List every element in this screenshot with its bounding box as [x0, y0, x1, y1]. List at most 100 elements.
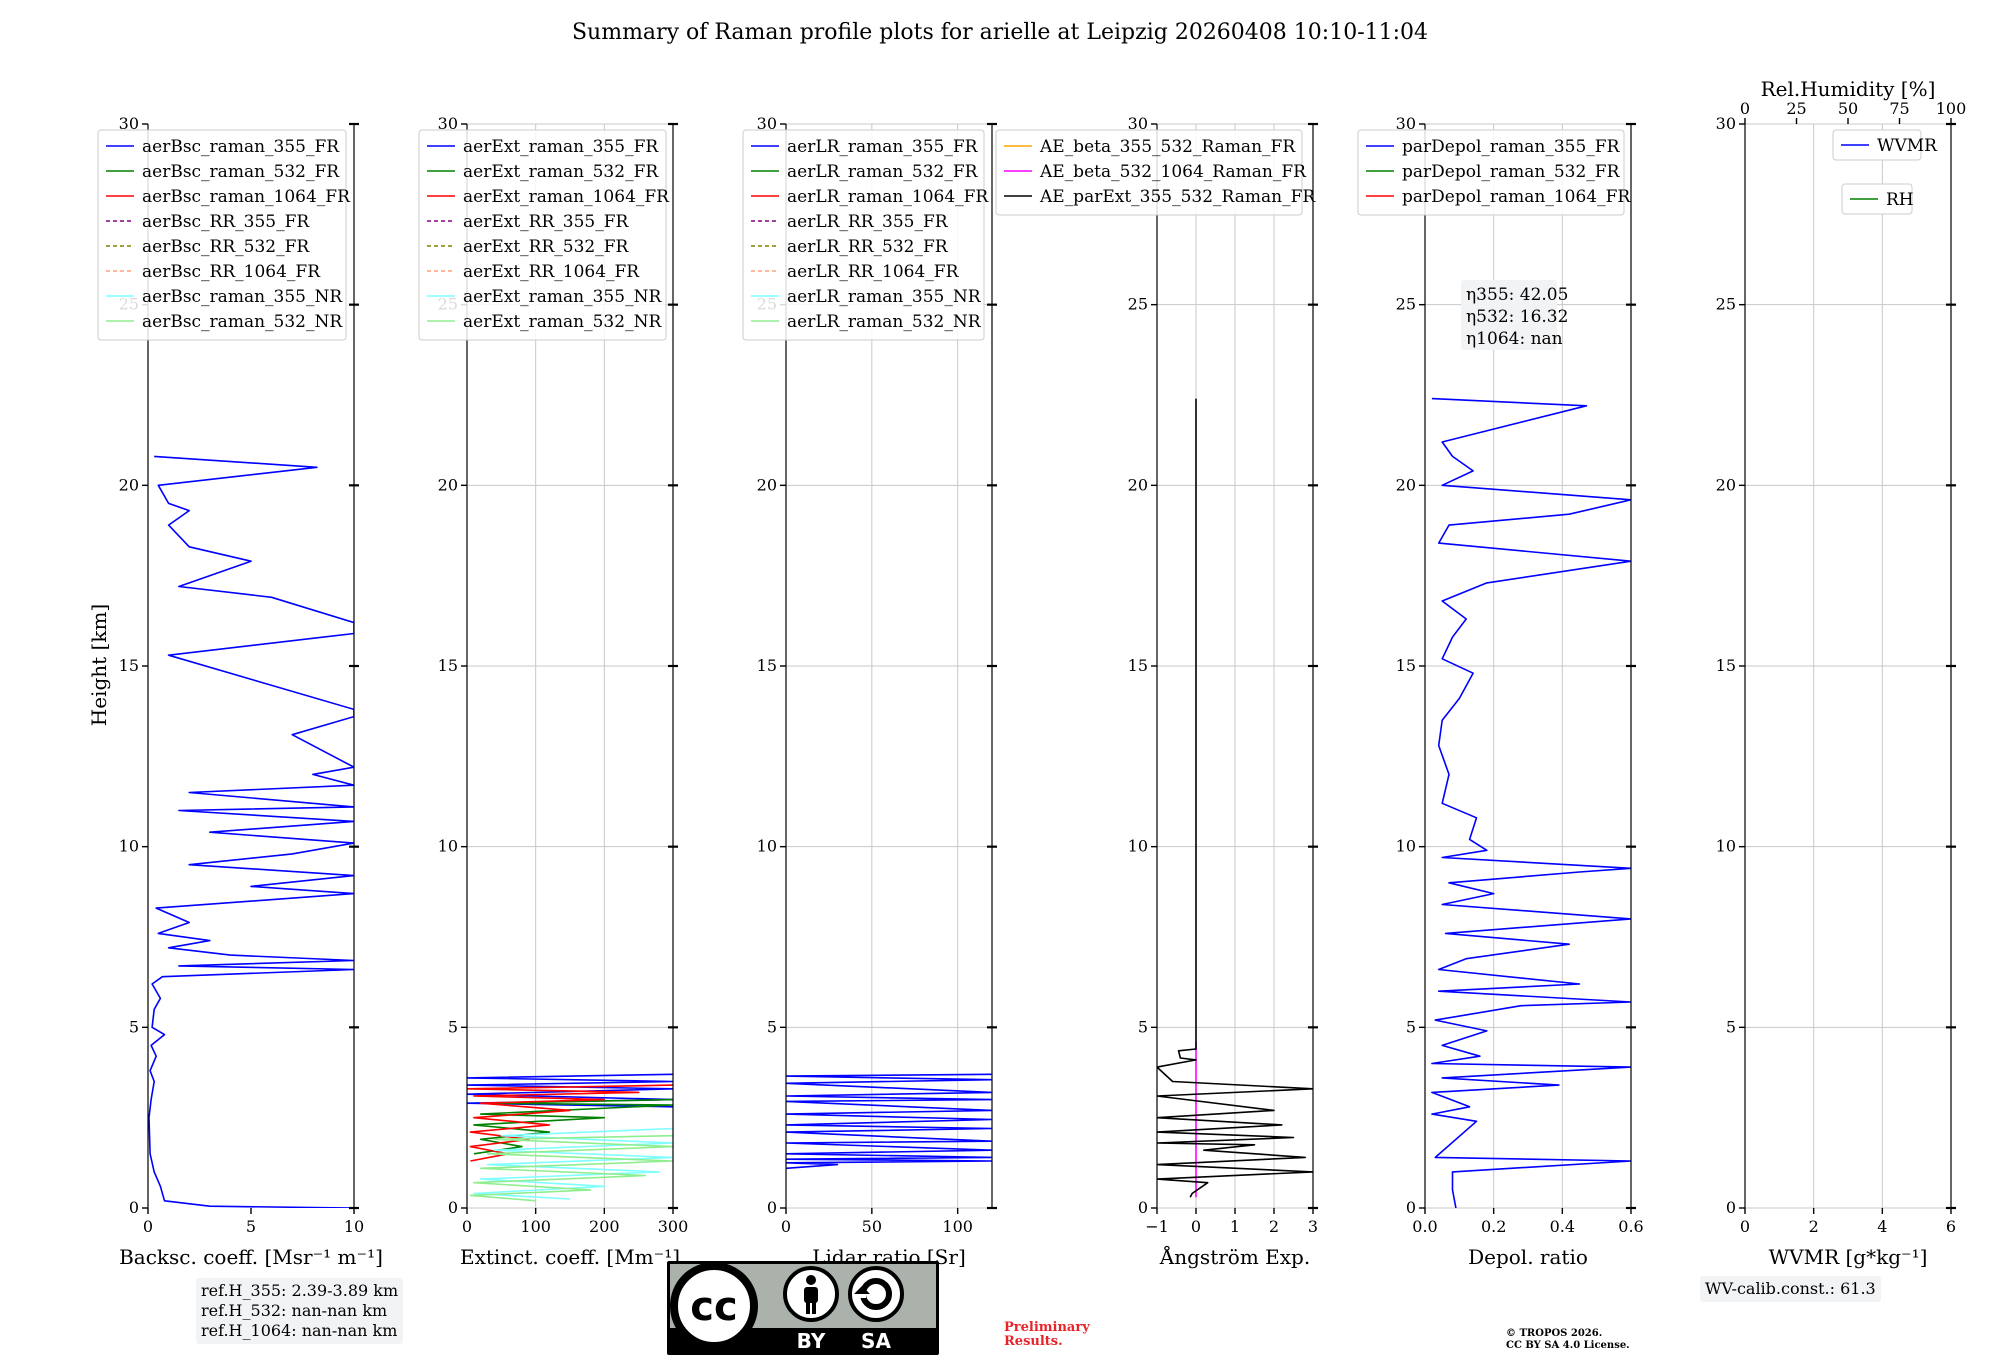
eta-annotation-line: η355: 42.05 — [1466, 285, 1568, 305]
y-tick-label: 10 — [757, 837, 777, 856]
series-aerLR_raman_355_FR — [786, 1073, 992, 1170]
legend-label: RH — [1886, 190, 1914, 210]
cc-logo-text: cc — [690, 1284, 737, 1330]
y-tick-label: 30 — [119, 114, 139, 133]
y-tick-label: 10 — [119, 837, 139, 856]
x-tick-label: 0.2 — [1481, 1217, 1506, 1236]
top-x-tick-label: 25 — [1786, 99, 1806, 118]
legend-label: aerBsc_raman_355_NR — [142, 287, 343, 307]
legend-box — [418, 129, 667, 341]
legend-label: aerExt_RR_355_FR — [463, 212, 629, 232]
x-tick-label: 0 — [143, 1217, 153, 1236]
preliminary-line1: Preliminary — [1004, 1320, 1090, 1335]
y-tick-label: 5 — [767, 1017, 777, 1036]
y-tick-label: 5 — [1406, 1017, 1416, 1036]
y-tick-label: 5 — [448, 1017, 458, 1036]
series-aerExt_raman_1064_FR — [467, 1084, 673, 1162]
legend-label: aerBsc_RR_355_FR — [142, 212, 310, 232]
x-tick-label: 10 — [344, 1217, 364, 1236]
x-tick-label: 4 — [1877, 1217, 1887, 1236]
legend-label: parDepol_raman_1064_FR — [1402, 187, 1631, 207]
legend-label: aerExt_raman_532_FR — [463, 162, 659, 182]
y-tick-label: 10 — [1396, 837, 1416, 856]
legend-label: aerExt_raman_355_FR — [463, 137, 659, 157]
x-tick-label: 2 — [1809, 1217, 1819, 1236]
legend-label: AE_beta_532_1064_Raman_FR — [1039, 162, 1307, 182]
legend-box — [742, 129, 985, 341]
series-group — [1431, 397, 1631, 1208]
legend-label: aerExt_raman_355_NR — [463, 287, 662, 307]
legend-label: parDepol_raman_355_FR — [1402, 137, 1621, 157]
y-tick-label: 5 — [1726, 1017, 1736, 1036]
y-tick-label: 30 — [757, 114, 777, 133]
y-tick-label: 25 — [1396, 295, 1416, 314]
wv-calib-box: WV-calib.const.: 61.3 — [1700, 1276, 1881, 1302]
y-tick-label: 0 — [1138, 1198, 1148, 1217]
x-tick-label: 0.4 — [1550, 1217, 1575, 1236]
x-tick-label: −1 — [1145, 1217, 1169, 1236]
y-tick-label: 0 — [767, 1198, 777, 1217]
top-x-tick-label: 75 — [1889, 99, 1909, 118]
legend-box — [97, 129, 347, 341]
ref-height-532: ref.H_532: nan-nan km — [201, 1301, 388, 1320]
top-x-tick-label: 0 — [1740, 99, 1750, 118]
figure-title: Summary of Raman profile plots for ariel… — [571, 20, 1429, 45]
x-tick-label: 0 — [462, 1217, 472, 1236]
x-tick-label: 100 — [942, 1217, 973, 1236]
legend-label: aerExt_RR_532_FR — [463, 237, 629, 257]
legend-label: AE_parExt_355_532_Raman_FR — [1039, 187, 1316, 207]
series-aerBsc_raman_355_FR — [148, 455, 354, 1208]
cc-by-sa-badge: cc BY SA — [667, 1261, 939, 1355]
y-tick-label: 20 — [1716, 475, 1736, 494]
eta-annotation-line: η532: 16.32 — [1466, 307, 1568, 327]
x-tick-label: 0 — [1191, 1217, 1201, 1236]
y-tick-label: 15 — [1396, 656, 1416, 675]
legend-label: aerLR_raman_1064_FR — [787, 187, 989, 207]
y-tick-label: 30 — [1716, 114, 1736, 133]
legend-label: aerLR_RR_1064_FR — [787, 262, 960, 282]
legend-label: aerLR_raman_355_NR — [787, 287, 982, 307]
legend-label: aerLR_RR_532_FR — [787, 237, 949, 257]
plot-panel-depol: 0 5 10 15 20 25 30 0.0 0.2 0.4 0.6 Depol. ratio parD… — [1357, 114, 1644, 1269]
cc-logo-icon — [670, 1262, 758, 1350]
y-tick-label: 0 — [1406, 1198, 1416, 1217]
eta-annotation-line: η1064: nan — [1466, 329, 1563, 349]
y-tick-label: 10 — [1128, 837, 1148, 856]
top-x-tick-label: 50 — [1838, 99, 1858, 118]
eta-annotation-box — [1461, 280, 1557, 350]
x-tick-label: 2 — [1269, 1217, 1279, 1236]
x-tick-label: 0 — [781, 1217, 791, 1236]
by-label: BY — [797, 1329, 826, 1353]
x-axis-label: Ångström Exp. — [1159, 1244, 1310, 1269]
series-parDepol_raman_355_FR — [1431, 397, 1631, 1208]
y-tick-label: 10 — [1716, 837, 1736, 856]
preliminary-results-note: Preliminary Results. — [1004, 1321, 1090, 1349]
legend-label: aerExt_RR_1064_FR — [463, 262, 640, 282]
x-axis-label: Depol. ratio — [1468, 1245, 1588, 1269]
series-aerExt_raman_532_NR — [469, 1134, 673, 1202]
legend-label: parDepol_raman_532_FR — [1402, 162, 1621, 182]
x-axis-label: WVMR [g*kg⁻¹] — [1769, 1245, 1928, 1269]
y-tick-label: 20 — [1396, 475, 1416, 494]
legend-label: aerBsc_raman_532_NR — [142, 312, 343, 332]
x-tick-label: 0 — [1740, 1217, 1750, 1236]
legend-label: aerLR_raman_355_FR — [787, 137, 979, 157]
series-group — [467, 1073, 673, 1202]
y-tick-label: 15 — [438, 656, 458, 675]
y-tick-label: 5 — [129, 1017, 139, 1036]
series-AE_parExt_355_532_Raman_FR — [1157, 398, 1313, 1198]
legend-label: aerExt_raman_1064_FR — [463, 187, 670, 207]
series-group — [1157, 398, 1313, 1198]
x-tick-label: 200 — [589, 1217, 620, 1236]
top-x-tick-label: 100 — [1936, 99, 1967, 118]
legend-label: WVMR — [1877, 136, 1938, 156]
preliminary-line2: Results. — [1004, 1334, 1063, 1349]
x-tick-label: 0.6 — [1618, 1217, 1643, 1236]
x-axis-label: Extinct. coeff. [Mm⁻¹] — [460, 1245, 680, 1269]
y-tick-label: 15 — [757, 656, 777, 675]
x-tick-label: 6 — [1946, 1217, 1956, 1236]
y-tick-label: 20 — [757, 475, 777, 494]
ref-height-box: ref.H_355: 2.39-3.89 km ref.H_532: nan-n… — [196, 1278, 404, 1344]
